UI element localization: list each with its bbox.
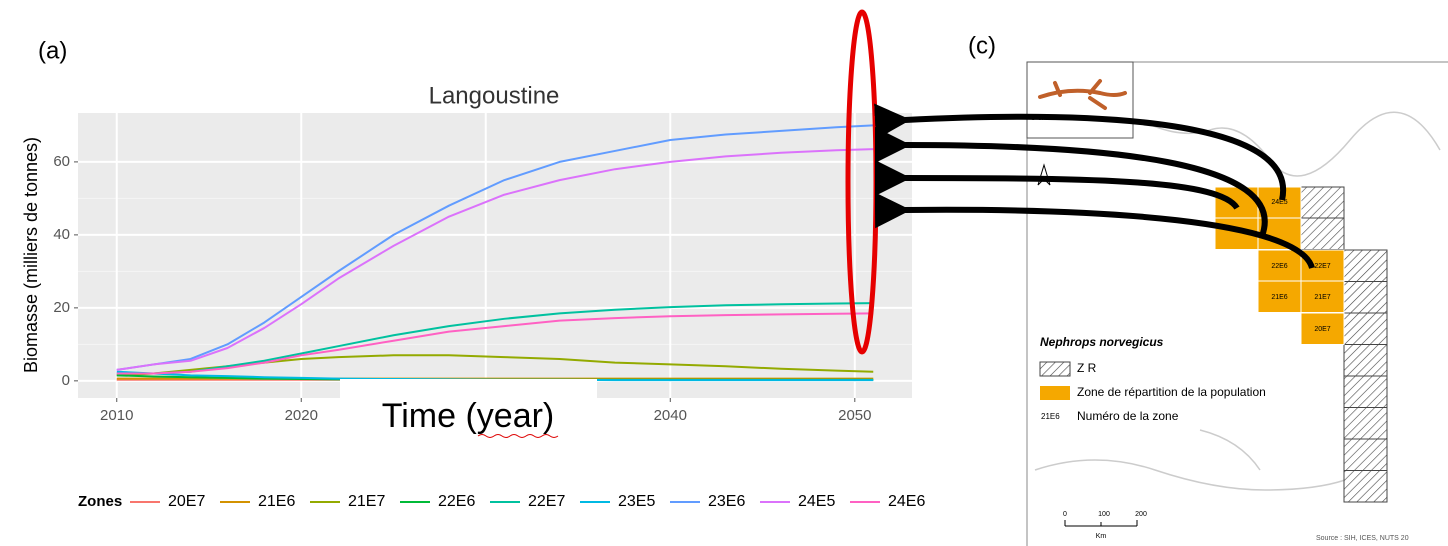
scale-label: 0 [1063,511,1067,518]
scale-label: 100 [1098,511,1110,518]
zone-cell [1257,280,1302,313]
arrow [874,159,1240,210]
series-line [116,312,874,375]
zone-label: 22E7 [1314,263,1330,270]
y-axis-label: Biomasse (milliers de tonnes) [21,137,41,373]
zr-cell [1343,249,1388,282]
zone-cell [1300,312,1345,345]
zr-cell [1343,312,1388,345]
y-tick-label: 40 [53,226,70,243]
grid-cells: 24E5 22E6 22E7 21E6 21E7 20E7 [1214,186,1388,503]
series-line [116,148,874,371]
map-legend-title: Nephrops norvegicus [1040,335,1164,349]
series-line [116,302,874,375]
zr-cell [1343,470,1388,503]
arrow [874,103,1287,201]
scale-label: 200 [1135,511,1147,518]
zr-cell [1343,281,1388,314]
x-axis-label: Time (year) [382,397,555,435]
zone-label: 22E6 [1271,263,1287,270]
panel-label: (a) [38,37,67,64]
zr-cell [1300,217,1345,250]
inset-box [1026,61,1134,139]
zr-cell [1343,407,1388,440]
zr-cell [1300,186,1345,219]
legend-key: 21E6 [1041,412,1060,421]
zone-label: 24E5 [1271,199,1287,206]
x-tick-label: 2050 [838,407,871,424]
legend-label: 21E6 [258,493,295,510]
arrow [874,126,1268,238]
legend-label: 23E5 [618,493,655,510]
zone-label: 21E6 [1271,294,1287,301]
legend-label: Numéro de la zone [1077,409,1179,423]
plot: 020406020102020203020402050 [53,113,912,424]
legend-label: 20E7 [168,493,205,510]
legend-label: 24E6 [888,493,925,510]
y-tick-label: 20 [53,299,70,316]
legend-label: 22E6 [438,493,475,510]
arrows [874,103,1315,270]
x-tick-label: 2020 [285,407,318,424]
legend-label: Z R [1077,361,1097,375]
overlay-box [340,379,597,445]
chart-title: Langoustine [429,82,560,109]
zone-label: 21E7 [1314,294,1330,301]
legend-key [1040,386,1070,400]
langoustine-icon [1038,79,1127,110]
legend-label: 23E6 [708,493,745,510]
source-note: Source : SIH, ICES, NUTS 20 [1316,535,1409,542]
arrow [874,192,1315,270]
legend-key [1039,361,1071,377]
legend-label: Zone de répartition de la population [1077,385,1266,399]
legend-title: Zones [78,493,122,510]
panel-label: (c) [968,32,996,59]
scale-bar [1064,520,1138,527]
series-line [116,124,874,371]
zr-cell [1343,344,1388,377]
zr-cell [1343,438,1388,471]
legend-label: 24E5 [798,493,835,510]
zone-cell [1300,280,1345,313]
zone-label: 20E7 [1314,326,1330,333]
x-tick-label: 2040 [654,407,687,424]
x-tick-label: 2010 [100,407,133,424]
plot-background [78,113,912,398]
legend: Zones 20E7 21E6 21E7 22E6 22E7 23E5 23E6 24E5 24… [78,493,925,510]
legend-label: 22E7 [528,493,565,510]
spell-underline [477,434,559,438]
y-tick-label: 0 [62,372,70,389]
scale-label: Km [1096,533,1107,540]
zr-cell [1343,375,1388,408]
legend-label: 21E7 [348,493,385,510]
y-tick-label: 60 [53,153,70,170]
